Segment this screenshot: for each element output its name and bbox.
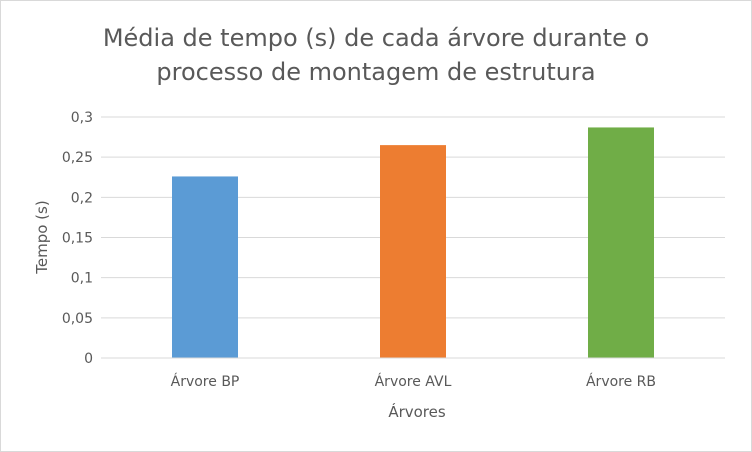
bars [172,127,654,359]
y-tick-label: 0,2 [71,190,93,206]
chart-title: Média de tempo (s) de cada árvore durant… [1,21,751,89]
chart-title-line-1: Média de tempo (s) de cada árvore durant… [102,24,650,52]
bar--rvore-avl [380,145,446,358]
x-tick-label: Árvore AVL [375,373,452,390]
bar--rvore-bp [172,176,238,358]
x-tick-label: Árvore RB [586,373,656,390]
y-axis-tick-labels: 0 0,05 0,1 0,15 0,2 0,25 0,3 [62,110,93,367]
y-tick-label: 0,3 [71,110,93,126]
x-axis-title: Árvores [388,402,446,421]
chart-title-line-2: processo de montagem de estrutura [156,58,596,86]
y-axis-title: Tempo (s) [33,200,51,274]
y-tick-label: 0,05 [62,311,93,327]
y-tick-label: 0 [84,351,93,367]
x-axis-tick-labels: Árvore BP Árvore AVL Árvore RB [171,373,656,390]
y-tick-label: 0,15 [62,231,93,247]
y-tick-label: 0,1 [71,271,93,287]
x-tick-label: Árvore BP [171,373,240,390]
y-tick-label: 0,25 [62,150,93,166]
bar--rvore-rb [588,127,654,359]
